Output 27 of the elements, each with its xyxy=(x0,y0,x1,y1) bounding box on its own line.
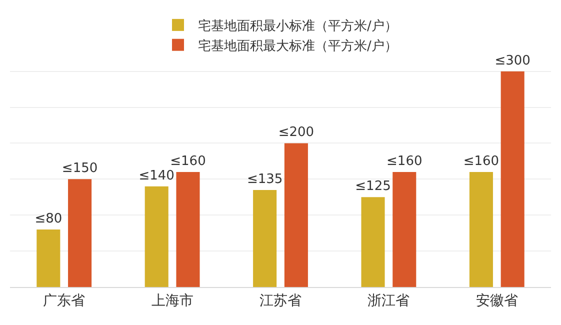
data-label: ≤160 xyxy=(170,154,206,169)
data-label: ≤80 xyxy=(34,211,62,226)
x-tick-label: 上海市 xyxy=(151,292,194,309)
legend-label: 宅基地面积最大标准（平方米/户） xyxy=(198,38,398,54)
legend-label: 宅基地面积最小标准（平方米/户） xyxy=(198,18,398,34)
data-label: ≤125 xyxy=(355,179,391,194)
x-tick-label: 广东省 xyxy=(43,292,86,309)
bar xyxy=(176,172,200,287)
bar xyxy=(361,197,385,287)
x-tick-label: 江苏省 xyxy=(260,292,302,309)
data-label: ≤160 xyxy=(386,154,422,169)
bar xyxy=(36,229,60,287)
data-label: ≤135 xyxy=(246,172,283,187)
data-label: ≤140 xyxy=(138,168,174,184)
x-tick-label: 安徽省 xyxy=(476,292,518,309)
data-label: ≤150 xyxy=(62,161,98,176)
data-label: ≤300 xyxy=(494,53,530,68)
bar xyxy=(284,143,308,287)
bar xyxy=(144,186,168,287)
data-label: ≤160 xyxy=(463,154,500,169)
bar xyxy=(469,172,493,287)
bar xyxy=(500,71,524,287)
bar xyxy=(253,190,277,287)
data-label: ≤200 xyxy=(278,125,314,140)
x-tick-label: 浙江省 xyxy=(368,292,410,309)
bar xyxy=(392,172,416,287)
bar xyxy=(68,179,92,287)
